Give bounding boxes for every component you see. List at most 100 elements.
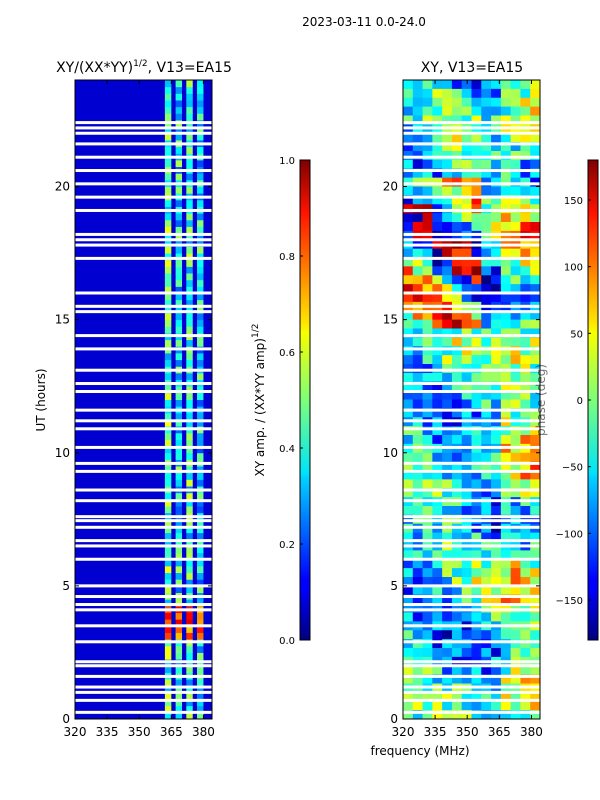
heatmap-cell (471, 435, 482, 445)
heatmap-cell (491, 186, 502, 196)
heatmap-cell (510, 346, 521, 356)
heatmap-cell (175, 159, 183, 168)
heatmap-cell (412, 266, 423, 276)
heatmap-cell (164, 259, 172, 267)
heatmap-cell (471, 452, 482, 463)
heatmap-cell (164, 93, 172, 101)
heatmap-cell (530, 142, 541, 152)
heatmap-cell (461, 284, 472, 294)
phase-flagged-rows (403, 121, 540, 714)
heatmap-cell (491, 364, 502, 374)
heatmap-cell (412, 115, 423, 125)
heatmap-cell (461, 115, 472, 125)
heatmap-cell (175, 652, 183, 660)
heatmap-cell (530, 639, 541, 649)
heatmap-cell (412, 399, 423, 409)
heatmap-cell (422, 177, 433, 187)
heatmap-cell (412, 550, 423, 560)
heatmap-cell (520, 452, 531, 463)
heatmap-cell (500, 710, 512, 720)
heatmap-cell (412, 248, 423, 258)
heatmap-cell (461, 630, 472, 640)
heatmap-cell (500, 319, 512, 329)
heatmap-cell (451, 701, 463, 711)
heatmap-cell (175, 293, 183, 301)
heatmap-cell (520, 550, 531, 560)
heatmap-cell (461, 390, 472, 400)
heatmap-cell (175, 233, 183, 241)
flagged-row (75, 595, 212, 599)
heatmap-cell (451, 532, 463, 542)
y-tick-label: 0 (390, 712, 398, 726)
heatmap-cell (500, 222, 512, 232)
heatmap-cell (500, 594, 512, 605)
heatmap-cell (403, 648, 414, 658)
heatmap-cell (442, 408, 453, 418)
heatmap-cell (442, 222, 453, 232)
heatmap-cell (164, 585, 172, 594)
heatmap-cell (197, 352, 204, 361)
heatmap-cell (471, 204, 482, 214)
heatmap-cell (520, 612, 531, 622)
heatmap-cell (197, 545, 204, 554)
heatmap-cell (403, 213, 414, 223)
heatmap-cell (197, 432, 204, 440)
heatmap-cell (175, 665, 183, 673)
heatmap-cell (412, 381, 423, 392)
heatmap-cell (510, 133, 521, 143)
heatmap-cell (530, 115, 541, 125)
heatmap-cell (422, 612, 433, 622)
heatmap-cell (197, 246, 204, 254)
heatmap-cell (432, 355, 443, 365)
phase-colorbar-ticks: −150 −100 −50 0 50 100 150 (556, 196, 591, 607)
heatmap-cell (164, 579, 172, 587)
heatmap-cell (403, 115, 414, 125)
heatmap-cell (175, 439, 183, 447)
heatmap-cell (175, 419, 183, 427)
heatmap-cell (451, 257, 463, 267)
heatmap-cell (520, 585, 531, 596)
flagged-row (75, 690, 212, 694)
amplitude-panel: XY/(XX*YY)1/2, V13=EA15 320 335 350 365 380 … (34, 59, 232, 739)
heatmap-cell (481, 80, 492, 90)
flagged-row (75, 557, 212, 561)
heatmap-cell (186, 652, 193, 660)
heatmap-cell (175, 559, 183, 567)
heatmap-cell (186, 273, 193, 281)
heatmap-cell (520, 488, 531, 498)
heatmap-cell (412, 435, 423, 445)
heatmap-cell (491, 603, 502, 613)
heatmap-cell (175, 525, 183, 534)
heatmap-cell (461, 80, 472, 90)
heatmap-cell (432, 346, 443, 356)
heatmap-cell (197, 319, 204, 327)
heatmap-cell (510, 275, 521, 285)
x-tick-label: 320 (64, 725, 87, 739)
flagged-row (75, 469, 212, 473)
heatmap-cell (451, 213, 463, 223)
heatmap-cell (520, 310, 531, 321)
flagged-row (403, 690, 540, 694)
heatmap-cell (186, 113, 193, 121)
heatmap-cell (510, 80, 521, 90)
heatmap-cell (510, 488, 521, 498)
heatmap-cell (186, 712, 193, 720)
heatmap-cell (442, 346, 453, 356)
heatmap-cell (164, 186, 172, 194)
heatmap-cell (451, 346, 463, 356)
heatmap-cell (500, 275, 512, 285)
heatmap-cell (412, 195, 423, 205)
flagged-row (75, 525, 212, 529)
heatmap-cell (491, 426, 502, 436)
heatmap-cell (175, 113, 183, 121)
heatmap-cell (422, 328, 433, 338)
heatmap-cell (412, 319, 423, 329)
heatmap-cell (471, 248, 482, 258)
heatmap-cell (412, 337, 423, 347)
heatmap-cell (442, 710, 453, 720)
heatmap-cell (197, 359, 204, 367)
flagged-row (75, 515, 212, 519)
heatmap-cell (530, 284, 541, 294)
heatmap-cell (403, 532, 414, 542)
heatmap-cell (451, 328, 463, 338)
